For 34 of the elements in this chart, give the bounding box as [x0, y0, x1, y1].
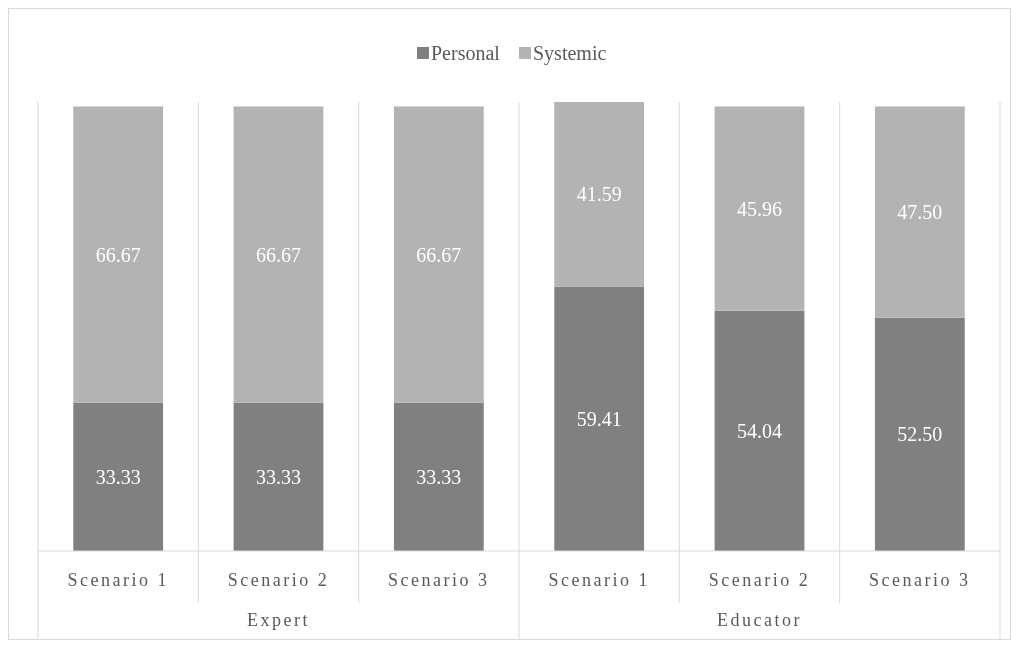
bar: [73, 402, 164, 551]
bar: [874, 106, 965, 318]
data-label: 52.50: [897, 423, 943, 446]
x-tick-label: Scenario 2: [227, 570, 330, 591]
x-tick-label: Scenario 3: [869, 570, 971, 591]
data-label: 66.67: [416, 243, 462, 266]
bar: [233, 402, 324, 551]
bar: [393, 106, 484, 403]
data-label: 41.59: [576, 183, 622, 206]
bar: [554, 286, 645, 551]
data-label: 45.96: [737, 197, 782, 220]
data-label: 33.33: [95, 465, 141, 488]
data-label: 66.67: [95, 243, 141, 266]
x-tick-label: Scenario 2: [708, 570, 811, 591]
x-tick-label: Scenario 3: [388, 570, 490, 591]
bar: [233, 106, 324, 403]
legend-label: Systemic: [533, 42, 607, 65]
x-tick-label: Scenario 1: [548, 570, 650, 591]
bar: [714, 310, 805, 551]
data-label: 47.50: [897, 201, 943, 224]
bar: [554, 102, 645, 287]
text: Expert: [247, 610, 310, 631]
bar: [874, 317, 965, 551]
legend-label: Personal: [431, 42, 501, 64]
bar: [714, 106, 805, 311]
bar: [73, 106, 164, 403]
x-tick-label: Scenario 1: [67, 570, 169, 591]
bar: [393, 402, 484, 551]
data-label: 33.33: [256, 465, 301, 488]
data-label: 54.04: [737, 419, 782, 442]
data-label: 66.67: [256, 243, 301, 266]
text: Educator: [717, 610, 802, 631]
data-label: 33.33: [416, 465, 462, 488]
data-label: 59.41: [576, 407, 622, 430]
